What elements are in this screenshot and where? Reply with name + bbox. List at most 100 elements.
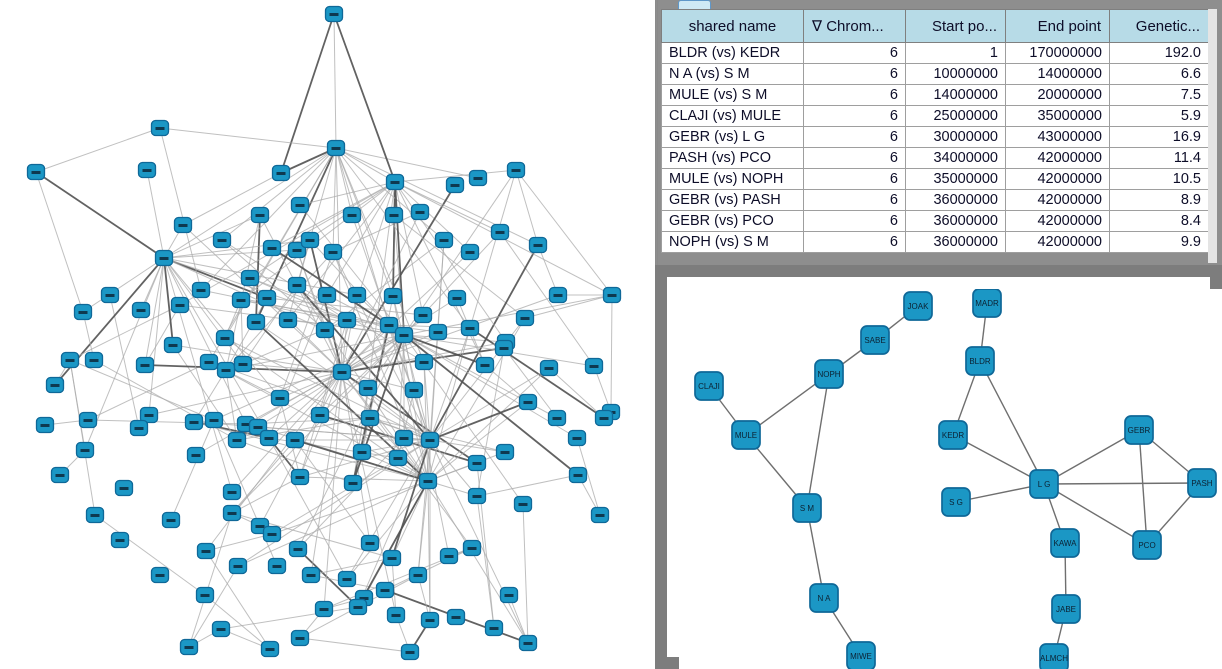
- network-edge[interactable]: [94, 514, 206, 596]
- network-node[interactable]: [394, 326, 414, 344]
- network-edge[interactable]: [266, 297, 343, 373]
- network-node[interactable]: [360, 534, 380, 552]
- network-edge[interactable]: [237, 480, 429, 567]
- network-edge[interactable]: [109, 294, 140, 429]
- network-edge[interactable]: [249, 277, 405, 336]
- network-node-s-m[interactable]: S M: [792, 493, 822, 523]
- network-edge[interactable]: [1043, 483, 1148, 546]
- cell-chromosome[interactable]: 6: [803, 231, 906, 253]
- network-node[interactable]: [227, 431, 247, 449]
- network-node[interactable]: [199, 353, 219, 371]
- network-node[interactable]: [240, 269, 260, 287]
- cell-start-position[interactable]: 10000000: [905, 63, 1006, 85]
- network-edge[interactable]: [271, 480, 429, 535]
- network-node[interactable]: [233, 355, 253, 373]
- network-edge[interactable]: [403, 334, 486, 366]
- network-node[interactable]: [568, 466, 588, 484]
- network-edge[interactable]: [341, 371, 415, 391]
- network-edge[interactable]: [576, 437, 601, 516]
- network-node[interactable]: [467, 487, 487, 505]
- network-node[interactable]: [216, 361, 236, 379]
- cell-end-point[interactable]: 42000000: [1005, 147, 1110, 169]
- network-edge[interactable]: [163, 257, 174, 346]
- network-node[interactable]: [360, 409, 380, 427]
- network-edge[interactable]: [148, 371, 343, 416]
- network-edge[interactable]: [310, 371, 343, 576]
- network-edge[interactable]: [524, 294, 613, 319]
- network-edge[interactable]: [952, 434, 1045, 485]
- cell-genetic[interactable]: 6.6: [1109, 63, 1209, 85]
- column-header-shared-name[interactable]: shared name: [661, 9, 804, 43]
- cell-shared-name[interactable]: N A (vs) S M: [661, 63, 804, 85]
- network-node[interactable]: [413, 306, 433, 324]
- network-node[interactable]: [446, 608, 466, 626]
- network-node[interactable]: [518, 634, 538, 652]
- network-node[interactable]: [85, 506, 105, 524]
- network-edge[interactable]: [280, 147, 337, 174]
- network-edge[interactable]: [335, 147, 445, 241]
- network-node[interactable]: [45, 376, 65, 394]
- network-node[interactable]: [137, 161, 157, 179]
- network-node[interactable]: [154, 249, 174, 267]
- cell-end-point[interactable]: 42000000: [1005, 210, 1110, 232]
- network-node[interactable]: [352, 443, 372, 461]
- network-node[interactable]: [73, 303, 93, 321]
- cell-shared-name[interactable]: GEBR (vs) PASH: [661, 189, 804, 211]
- network-edge[interactable]: [231, 476, 301, 514]
- network-node-kawa[interactable]: KAWA: [1050, 528, 1080, 558]
- network-node[interactable]: [301, 566, 321, 584]
- network-edge[interactable]: [255, 321, 431, 441]
- network-edge[interactable]: [225, 297, 268, 371]
- network-node[interactable]: [384, 206, 404, 224]
- network-node[interactable]: [285, 431, 305, 449]
- network-edge[interactable]: [332, 251, 431, 441]
- network-node[interactable]: [196, 542, 216, 560]
- network-edge[interactable]: [225, 369, 238, 441]
- table-row[interactable]: GEBR (vs) PASH 6 36000000 42000000 8.9: [661, 189, 1209, 211]
- network-edge[interactable]: [361, 439, 431, 453]
- network-node-almch[interactable]: ALMCH: [1039, 643, 1069, 669]
- network-node[interactable]: [414, 353, 434, 371]
- network-node[interactable]: [467, 454, 487, 472]
- network-node[interactable]: [400, 643, 420, 661]
- network-edge[interactable]: [610, 294, 613, 413]
- cell-shared-name[interactable]: GEBR (vs) L G: [661, 126, 804, 148]
- table-row[interactable]: GEBR (vs) L G 6 30000000 43000000 16.9: [661, 126, 1209, 148]
- cell-shared-name[interactable]: MULE (vs) S M: [661, 84, 804, 106]
- left-network-canvas[interactable]: [0, 0, 655, 669]
- network-edge[interactable]: [231, 334, 405, 514]
- network-node[interactable]: [358, 379, 378, 397]
- cell-chromosome[interactable]: 6: [803, 42, 906, 64]
- network-edge[interactable]: [369, 417, 429, 482]
- network-node[interactable]: [447, 289, 467, 307]
- network-edge[interactable]: [193, 369, 227, 423]
- network-edge[interactable]: [213, 334, 405, 421]
- network-node[interactable]: [337, 311, 357, 329]
- network-edge[interactable]: [391, 439, 431, 559]
- network-edge[interactable]: [35, 127, 161, 173]
- network-edge[interactable]: [242, 363, 343, 373]
- network-edge[interactable]: [69, 359, 215, 421]
- network-node[interactable]: [260, 640, 280, 658]
- cell-start-position[interactable]: 14000000: [905, 84, 1006, 106]
- network-edge[interactable]: [205, 371, 343, 552]
- cell-chromosome[interactable]: 6: [803, 189, 906, 211]
- network-edge[interactable]: [333, 13, 396, 183]
- network-node[interactable]: [548, 286, 568, 304]
- network-node[interactable]: [231, 291, 251, 309]
- network-edge[interactable]: [323, 371, 343, 610]
- cell-chromosome[interactable]: 6: [803, 126, 906, 148]
- network-edge[interactable]: [392, 181, 396, 297]
- network-edge[interactable]: [335, 147, 471, 329]
- network-node[interactable]: [84, 351, 104, 369]
- network-edge[interactable]: [179, 181, 396, 306]
- network-node[interactable]: [494, 339, 514, 357]
- network-node[interactable]: [460, 243, 480, 261]
- network-node[interactable]: [379, 316, 399, 334]
- network-edge[interactable]: [82, 257, 165, 313]
- network-edge[interactable]: [429, 327, 471, 441]
- network-node[interactable]: [418, 472, 438, 490]
- network-edge[interactable]: [225, 334, 405, 371]
- network-edge[interactable]: [224, 337, 431, 441]
- network-node[interactable]: [262, 525, 282, 543]
